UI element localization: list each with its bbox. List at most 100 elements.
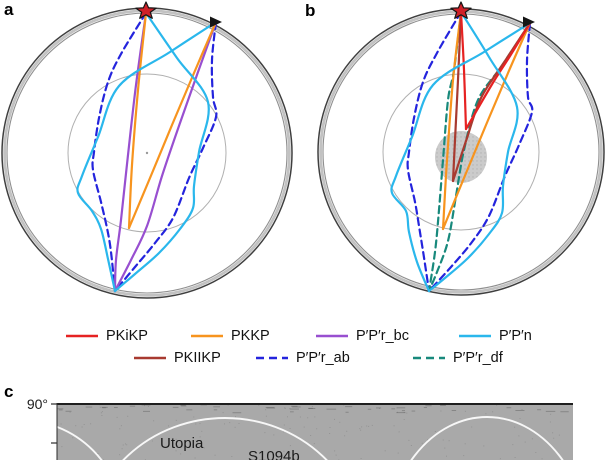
legend-item-PPr_bc: P′P′r_bc [315,327,409,345]
map-noise-dot [514,426,516,428]
map-noise-dot [199,436,201,438]
map-noise-streak [213,409,218,411]
map-noise-streak [143,410,150,412]
map-noise-dot [531,438,533,440]
map-noise-dot [227,404,229,406]
map-noise-streak [180,404,186,406]
ray-PPr_bc-panel-a [113,20,218,293]
ray-PKIIKP-panel-b [451,10,463,183]
map-noise-dot [393,425,395,427]
center-dot [145,151,149,155]
map-noise-dot [410,445,412,446]
map-noise-dot [397,452,399,454]
map-noise-dot [116,416,118,418]
map-noise-dot [81,426,83,428]
map-noise-streak [308,407,313,409]
map-noise-dot [193,416,195,418]
map-noise-dot [492,411,494,413]
map-noise-dot [398,431,400,433]
map-noise-dot [471,426,473,428]
map-noise-dot [446,455,447,457]
map-noise-dot [238,423,240,424]
map-noise-dot [311,406,313,407]
map-noise-dot [360,458,362,459]
map-noise-dot [299,416,301,418]
map-noise-dot [310,435,312,436]
map-noise-streak [391,408,396,410]
map-noise-dot [283,450,285,452]
map-contour [122,417,328,460]
map-noise-dot [403,412,405,413]
source-star-marker [450,1,472,19]
map-noise-dot [201,430,203,432]
receiver-triangle-marker [210,16,222,28]
map-noise-dot [303,426,305,428]
map-noise-dot [264,432,266,434]
legend-line-sample [459,334,491,338]
map-label-Utopia: Utopia [160,435,204,452]
map-noise-dot [177,445,179,447]
map-noise-dot [126,444,128,446]
map-noise-streak [102,407,106,409]
map-noise-streak [172,406,179,408]
map-noise-streak [213,406,220,408]
map-noise-dot [314,416,316,418]
map-noise-dot [119,454,121,456]
legend-line-sample [256,356,288,360]
map-noise-dot [147,405,149,407]
map-noise-streak [326,408,337,410]
map-noise-streak [423,407,427,408]
map-noise-dot [175,419,177,421]
map-noise-dot [168,425,169,427]
map-noise-dot [251,455,253,457]
map-noise-dot [121,448,123,450]
map-noise-dot [273,434,275,436]
map-noise-streak [397,407,406,409]
legend-label: P′P′r_df [453,350,503,366]
map-noise-dot [151,440,153,442]
map-noise-dot [69,411,71,413]
legend-item-PKKP: PKKP [190,327,270,345]
map-noise-streak [345,411,349,413]
map-noise-dot [100,412,102,414]
legend-item-PPr_ab: P′P′r_ab [255,349,350,367]
map-noise-dot [235,416,236,418]
receiver-triangle-marker [523,16,535,28]
map-noise-dot [194,457,196,459]
map-noise-dot [442,439,444,441]
panel-c-label: c [4,382,14,401]
map-noise-dot [120,425,122,427]
map-noise-streak [101,406,108,408]
map-noise-streak [396,412,406,414]
map-noise-dot [408,439,410,441]
legend-item-PKIIKP: PKIIKP [133,349,221,367]
map-noise-dot [464,410,466,412]
map-noise-streak [376,407,382,409]
map-noise-dot [222,412,224,414]
legend-line-sample [413,356,445,360]
map-noise-dot [224,423,225,425]
map-noise-streak [85,406,93,408]
map-noise-dot [60,423,62,425]
map-noise-dot [234,426,236,428]
map-noise-streak [58,409,63,411]
map-noise-dot [153,420,155,422]
ray-PKiKP-panel-b [464,21,532,131]
map-noise-dot [448,440,450,442]
map-noise-dot [434,431,436,432]
map-noise-dot [329,427,331,428]
map-noise-streak [411,410,416,412]
map-noise-dot [231,456,233,457]
map-noise-dot [464,443,466,445]
map-noise-dot [61,446,63,448]
map-noise-dot [203,447,205,449]
map-noise-dot [265,409,267,411]
map-noise-dot [403,419,405,420]
panel-b-label: b [305,1,316,20]
map-noise-dot [344,435,346,437]
core-mantle-boundary-circle [67,73,227,233]
map-noise-dot [384,450,386,452]
map-label-S1094b: S1094b [248,448,300,460]
map-noise-dot [175,438,177,440]
